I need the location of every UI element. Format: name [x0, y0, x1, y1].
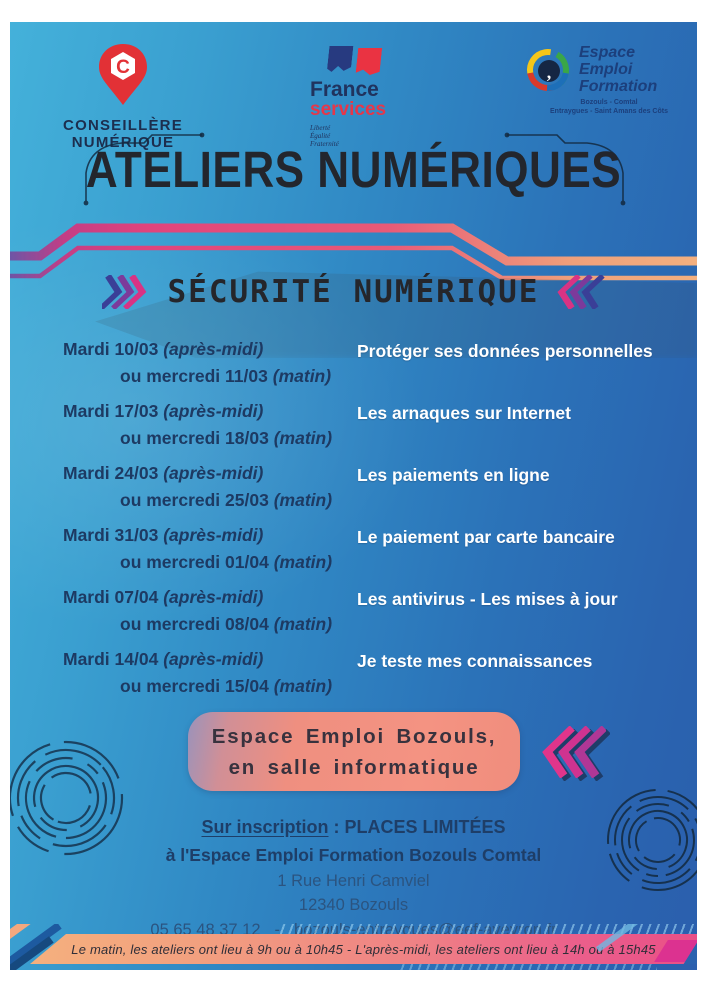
- hatch-decoration: [277, 924, 697, 935]
- section-title: SÉCURITÉ NUMÉRIQUE: [167, 274, 540, 310]
- circuit-bracket-right-icon: [504, 132, 626, 206]
- venue-box: Espace Emploi Bozouls, en salle informat…: [188, 712, 520, 791]
- venue-line2: en salle informatique: [228, 755, 480, 779]
- schedule-dates: Mardi 07/04 (après-midi) ou mercredi 08/…: [63, 587, 333, 634]
- footer-ribbon: Le matin, les ateliers ont lieu à 9h ou …: [30, 934, 697, 964]
- poster: C CONSEILLÈRE NUMÉRIQUE France services …: [10, 22, 697, 970]
- logo-eef-sub2: Entraygues - Saint Amans des Côts: [550, 108, 668, 115]
- inscription-street: 1 Rue Henri Camviel: [277, 872, 430, 890]
- swirl-logo-icon: ,: [527, 48, 569, 91]
- workshop-schedule: Mardi 10/03 (après-midi) ou mercredi 11/…: [63, 336, 679, 708]
- chevrons-right-icon: [101, 275, 146, 309]
- schedule-row: Mardi 17/03 (après-midi) ou mercredi 18/…: [63, 398, 679, 452]
- chevrons-left-icon: [557, 275, 606, 309]
- hatch-decoration: [397, 962, 657, 970]
- schedule-topic: Je teste mes connaissances: [357, 651, 593, 671]
- schedule-dates: Mardi 17/03 (après-midi) ou mercredi 18/…: [63, 401, 333, 448]
- schedule-row: Mardi 24/03 (après-midi) ou mercredi 25/…: [63, 460, 679, 514]
- inscription-city: 12340 Bozouls: [298, 896, 409, 914]
- section-heading: SÉCURITÉ NUMÉRIQUE: [10, 274, 697, 310]
- inscription-block: Sur inscription : PLACES LIMITÉES à l'Es…: [10, 817, 697, 940]
- schedule-topic: Protéger ses données personnelles: [357, 341, 653, 361]
- schedule-dates: Mardi 10/03 (après-midi) ou mercredi 11/…: [63, 339, 332, 386]
- footer-note: Le matin, les ateliers ont lieu à 9h ou …: [71, 941, 656, 957]
- schedule-dates: Mardi 14/04 (après-midi) ou mercredi 15/…: [63, 649, 333, 696]
- circuit-circles-right-icon: [607, 789, 697, 891]
- logo-eef-line3: Formation: [579, 78, 658, 95]
- motto-fraternite: Fraternité: [310, 140, 339, 148]
- circuit-bracket-left-icon: [83, 132, 205, 206]
- poster-title: ATELIERS NUMÉRIQUES: [85, 140, 622, 199]
- motto-liberte: Liberté: [310, 124, 331, 132]
- logo-france-services: France services Liberté Égalité Fraterni…: [310, 46, 430, 148]
- motto-egalite: Égalité: [310, 132, 331, 140]
- schedule-dates: Mardi 31/03 (après-midi) ou mercredi 01/…: [63, 525, 333, 572]
- schedule-dates: Mardi 24/03 (après-midi) ou mercredi 25/…: [63, 463, 333, 510]
- logo-fs-line2: services: [310, 99, 387, 120]
- inscription-place: à l'Espace Emploi Formation Bozouls Comt…: [165, 845, 542, 865]
- logo-eef-sub1: Bozouls - Comtal: [580, 99, 638, 106]
- schedule-topic: Les antivirus - Les mises à jour: [357, 589, 618, 609]
- chevrons-left-big-icon: [542, 726, 606, 778]
- map-pin-c-icon: C: [99, 44, 147, 105]
- schedule-row: Mardi 14/04 (après-midi) ou mercredi 15/…: [63, 646, 679, 700]
- schedule-topic: Les arnaques sur Internet: [357, 403, 571, 423]
- inscription-headline: Sur inscription : PLACES LIMITÉES: [201, 817, 506, 837]
- logo-eef-line1: Espace: [579, 44, 636, 61]
- footer-banner: Le matin, les ateliers ont lieu à 9h ou …: [10, 924, 697, 970]
- schedule-row: Mardi 07/04 (après-midi) ou mercredi 08/…: [63, 584, 679, 638]
- venue-line1: Espace Emploi Bozouls,: [211, 724, 497, 748]
- svg-text:C: C: [116, 57, 130, 78]
- logo-fs-line1: France: [310, 78, 379, 101]
- logo-cn-line1: CONSEILLÈRE: [63, 117, 183, 134]
- french-flag-icon: [328, 46, 430, 73]
- gradient-stripes-decoration: [10, 223, 697, 281]
- logo-eef-line2: Emploi: [579, 61, 633, 78]
- circuit-circles-left-icon: [10, 740, 124, 856]
- schedule-row: Mardi 31/03 (après-midi) ou mercredi 01/…: [63, 522, 679, 576]
- schedule-row: Mardi 10/03 (après-midi) ou mercredi 11/…: [63, 336, 679, 390]
- schedule-topic: Le paiement par carte bancaire: [357, 527, 615, 547]
- logo-espace-emploi-formation: , Espace Emploi Formation Bozouls - Comt…: [525, 44, 693, 116]
- schedule-topic: Les paiements en ligne: [357, 465, 550, 485]
- svg-text:,: ,: [547, 62, 552, 82]
